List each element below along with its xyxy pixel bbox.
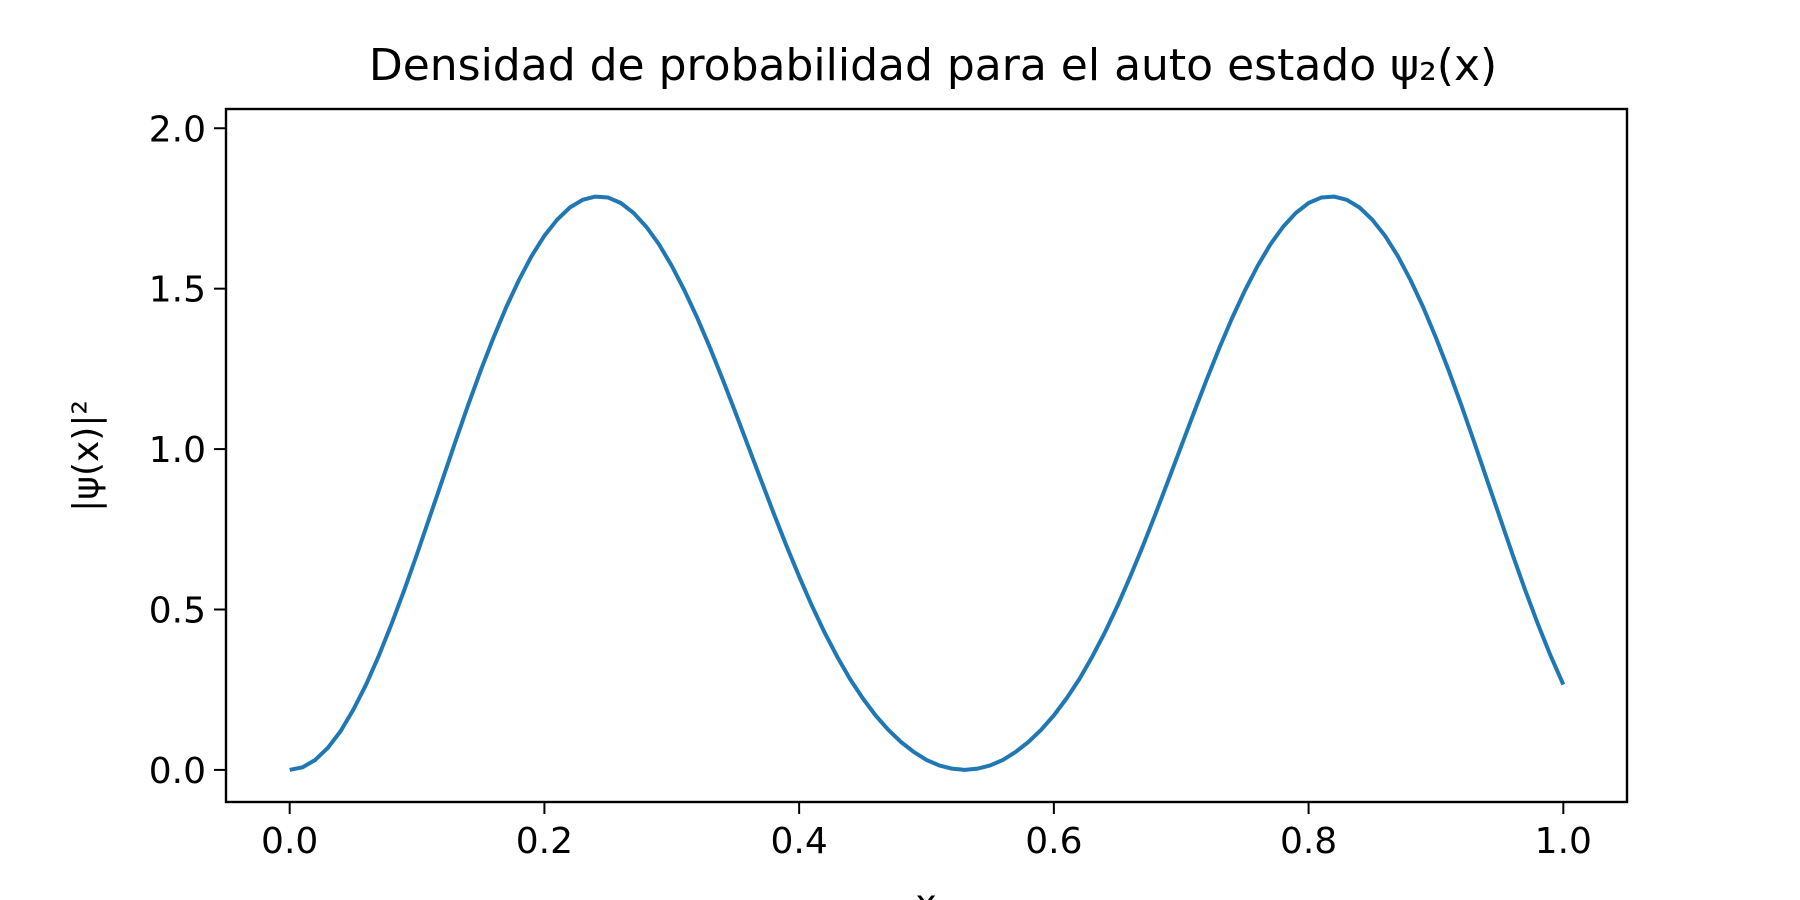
y-tick-label: 0.0: [149, 751, 206, 792]
y-axis-label: |ψ(x)|²: [66, 400, 107, 512]
x-axis: 0.0 0.2 0.4 0.6 0.8 1.0: [261, 802, 1592, 862]
x-tick-label: 0.0: [261, 821, 318, 862]
chart-title: Densidad de probabilidad para el auto es…: [369, 40, 1497, 91]
plot-frame: [224, 107, 1629, 804]
x-tick-label: 0.2: [516, 821, 573, 862]
y-tick-label: 2.0: [149, 109, 206, 150]
y-tick-label: 1.5: [149, 270, 206, 311]
y-tick-label: 0.5: [149, 591, 206, 632]
x-axis-label: x: [915, 883, 936, 900]
x-tick-label: 1.0: [1535, 821, 1592, 862]
series-layer: [289, 194, 1566, 772]
y-axis: 0.0 0.5 1.0 1.5 2.0: [149, 109, 226, 792]
x-tick-label: 0.6: [1025, 821, 1082, 862]
y-tick-label: 1.0: [149, 430, 206, 471]
series-line: [289, 194, 1566, 772]
x-tick-label: 0.8: [1280, 821, 1337, 862]
x-tick-label: 0.4: [771, 821, 828, 862]
plot-area: [224, 107, 1629, 804]
